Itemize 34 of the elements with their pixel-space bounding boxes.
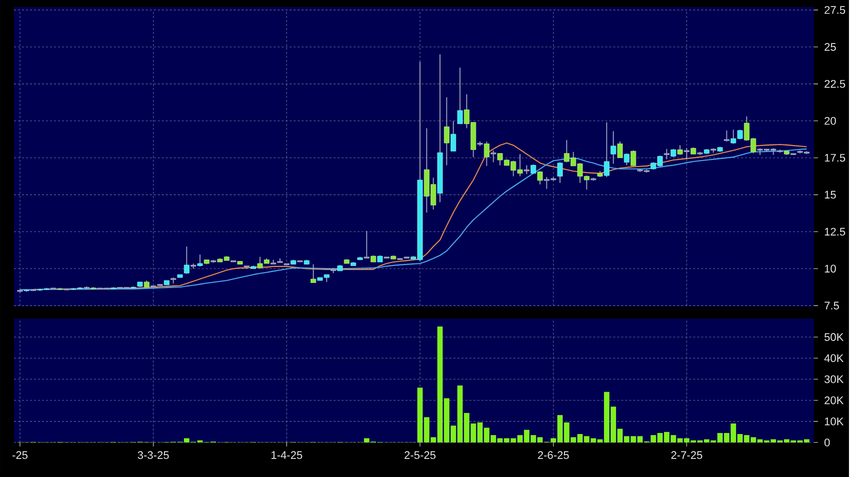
candlestick: [444, 96, 450, 166]
x-tick-label: -25: [12, 450, 28, 459]
y-tick-label: 17.5: [824, 154, 846, 162]
candlestick: [450, 120, 456, 152]
candlestick: [557, 162, 563, 184]
candlestick: [457, 66, 463, 124]
x-tick-label: 3-3-25: [138, 450, 169, 459]
candlestick: [610, 130, 616, 164]
y-tick-label: 30K: [824, 375, 844, 383]
candlestick: [723, 130, 730, 142]
x-tick-label: 2-7-25: [671, 450, 702, 459]
y-tick-label: 27.5: [824, 6, 846, 14]
y-tick-label: 20K: [824, 396, 844, 404]
y-tick-label: 7.5: [824, 302, 839, 310]
candlestick: [604, 122, 610, 178]
candlestick: [310, 264, 316, 283]
candlestick: [663, 148, 670, 160]
y-tick-label: 15: [824, 190, 836, 198]
y-tick-label: 22.5: [824, 80, 846, 88]
x-tick-label: 1-4-25: [272, 450, 302, 459]
candlestick: [624, 152, 630, 166]
y-tick-label: 12.5: [824, 228, 846, 236]
y-tick-label: 50K: [824, 332, 844, 341]
candlestick: [630, 150, 636, 166]
y-tick-label: 25: [824, 42, 836, 51]
y-tick-label: 40K: [824, 354, 844, 362]
y-tick-label: 0: [824, 438, 830, 446]
y-tick-label: 10: [824, 264, 836, 272]
candlestick: [363, 230, 370, 259]
y-tick-label: 20: [824, 116, 836, 125]
y-tick-label: 10K: [824, 417, 844, 426]
x-tick-label: 2-6-25: [538, 450, 569, 459]
x-tick-label: 2-5-25: [404, 450, 436, 459]
candlestick: [617, 140, 623, 158]
